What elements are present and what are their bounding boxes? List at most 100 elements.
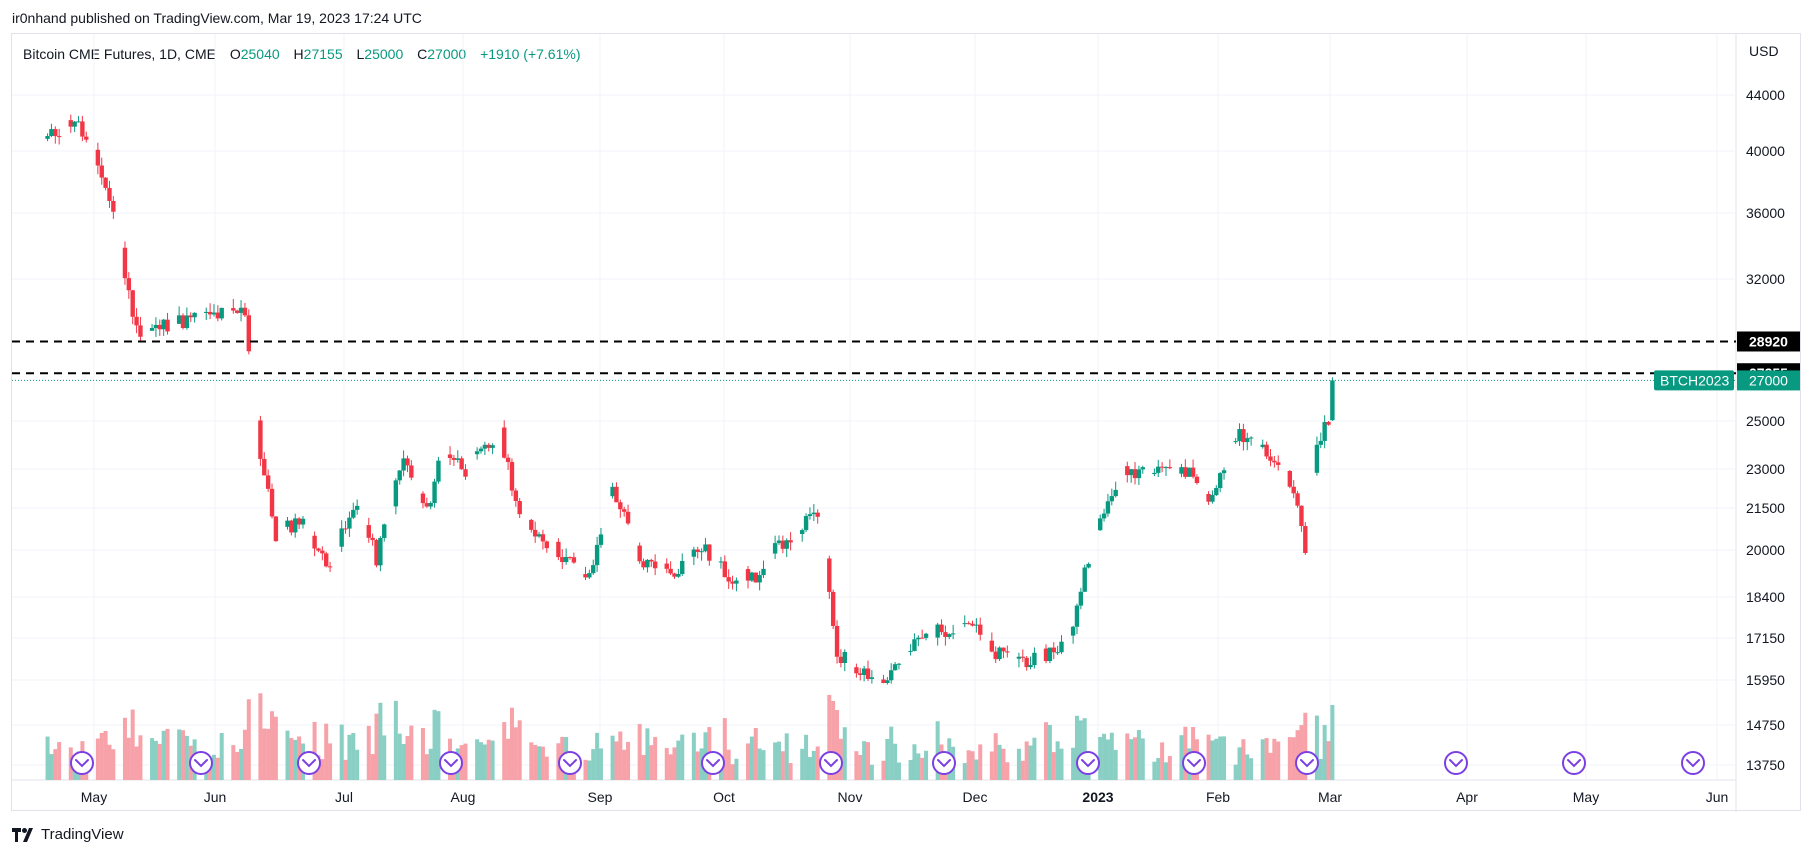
- candle-body: [1132, 469, 1138, 479]
- candle-body: [1047, 647, 1053, 662]
- volume-bar: [293, 739, 298, 780]
- candle-body: [896, 663, 902, 665]
- candle-body: [436, 460, 441, 482]
- volume-bar: [753, 727, 758, 780]
- candle-body: [935, 624, 940, 638]
- candle-body: [1020, 656, 1025, 658]
- event-marker-arrow: [1300, 759, 1314, 768]
- candle-body: [1210, 495, 1215, 502]
- last-price-tag-label: 27000: [1749, 372, 1788, 388]
- event-marker-icon: [701, 751, 725, 775]
- y-tick-label: 13750: [1746, 757, 1785, 773]
- volume-bar: [533, 744, 538, 780]
- volume-bar: [970, 751, 975, 780]
- candle-body: [989, 640, 995, 652]
- volume-bar: [312, 721, 317, 780]
- candle-body: [784, 540, 789, 549]
- volume-bar: [1028, 745, 1033, 780]
- candle-body: [1264, 444, 1269, 457]
- volume-bar: [420, 727, 425, 780]
- volume-bar: [544, 756, 549, 780]
- candle-body: [718, 561, 724, 563]
- candle-body: [80, 121, 85, 137]
- candle-body: [753, 572, 758, 583]
- y-tick-label: 23000: [1746, 461, 1785, 477]
- volume-bar: [1156, 757, 1161, 780]
- candle-body: [865, 668, 871, 679]
- volume-bar: [862, 741, 867, 780]
- volume-bar: [1160, 742, 1165, 780]
- candle-body: [583, 574, 588, 578]
- tradingview-brand[interactable]: TradingView: [12, 826, 124, 843]
- candle-body: [993, 651, 998, 660]
- volume-bar: [1210, 740, 1215, 780]
- volume-bar: [680, 734, 685, 780]
- event-marker-icon: [70, 751, 94, 775]
- volume-bar: [370, 754, 375, 780]
- candle-body: [1214, 488, 1219, 496]
- event-marker-arrow: [1686, 759, 1700, 768]
- volume-bar: [184, 735, 189, 780]
- volume-bar: [126, 737, 131, 780]
- volume-bar: [1326, 741, 1331, 780]
- volume-bar: [246, 699, 251, 780]
- volume-bar: [962, 763, 967, 780]
- candle-body: [707, 544, 712, 561]
- volume-bar: [1047, 724, 1052, 780]
- candle-body: [598, 534, 604, 545]
- volume-bar: [583, 759, 588, 780]
- candle-body: [1074, 605, 1080, 627]
- volume-bar: [324, 723, 329, 780]
- candle-body: [382, 524, 387, 538]
- volume-bar: [730, 764, 735, 780]
- candle-body: [1005, 651, 1010, 653]
- event-marker-arrow: [1449, 759, 1463, 768]
- volume-bar: [432, 709, 437, 780]
- volume-bar: [165, 728, 170, 780]
- volume-bar: [529, 742, 534, 780]
- candle-body: [68, 120, 73, 127]
- volume-bar: [339, 724, 344, 780]
- candle-body: [974, 624, 979, 626]
- event-marker-icon: [189, 751, 213, 775]
- volume-bar: [509, 707, 514, 780]
- change-value: +1910 (+7.61%): [480, 46, 581, 62]
- volume-bar: [382, 735, 387, 780]
- candle-body: [405, 458, 410, 466]
- y-tick-label: 21500: [1746, 500, 1785, 516]
- candle-body: [1098, 518, 1103, 531]
- close-value: 27000: [427, 46, 467, 62]
- volume-bar: [587, 760, 592, 780]
- event-marker-icon: [932, 751, 956, 775]
- candle-body: [695, 549, 700, 552]
- y-tick-label: 32000: [1746, 271, 1785, 287]
- event-marker-arrow: [1567, 759, 1581, 768]
- candle-body: [1217, 473, 1223, 489]
- event-marker-arrow: [444, 759, 458, 768]
- volume-bar: [157, 743, 162, 780]
- candle-body: [1299, 505, 1304, 527]
- candle-body: [517, 501, 522, 515]
- volume-bar: [807, 757, 812, 780]
- event-marker-arrow: [1187, 759, 1201, 768]
- volume-bar: [1113, 749, 1118, 780]
- candle-body: [273, 516, 279, 542]
- event-marker-arrow: [75, 759, 89, 768]
- volume-bar: [320, 759, 325, 780]
- candle-body: [757, 575, 762, 583]
- volume-bar: [645, 728, 650, 780]
- candle-body: [509, 462, 515, 491]
- volume-bar: [1233, 764, 1238, 780]
- candle-body: [668, 568, 673, 574]
- candle-body: [1237, 429, 1242, 442]
- candle-body: [505, 457, 511, 463]
- event-marker-icon: [1295, 751, 1319, 775]
- candle-body: [327, 566, 333, 568]
- candle-body: [502, 427, 507, 458]
- candle-body: [324, 553, 329, 567]
- volume-bar: [273, 716, 278, 780]
- volume-bar: [916, 753, 921, 780]
- volume-bar: [211, 754, 216, 780]
- candle-body: [645, 559, 650, 568]
